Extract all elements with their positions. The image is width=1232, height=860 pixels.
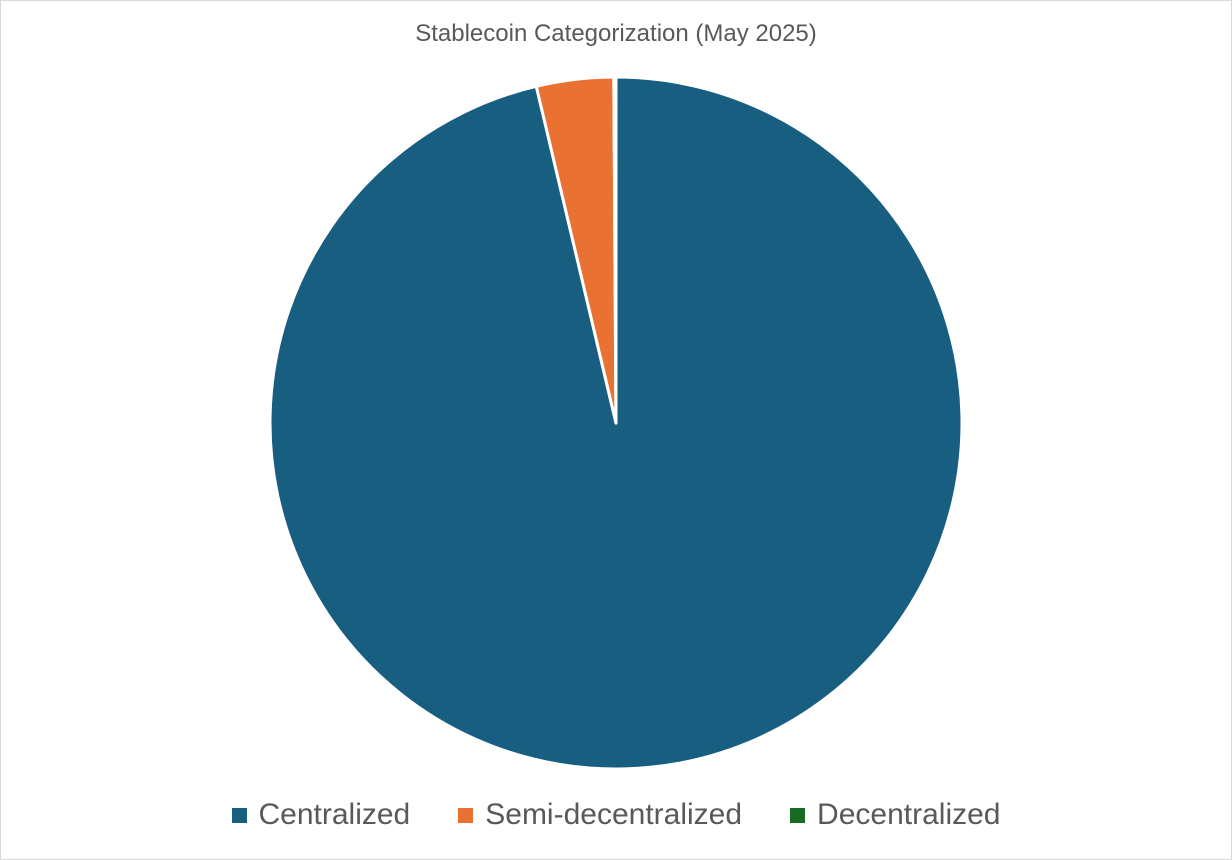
legend-label-decentralized: Decentralized xyxy=(817,798,1001,831)
legend-swatch-decentralized xyxy=(790,807,806,823)
chart-title: Stablecoin Categorization (May 2025) xyxy=(415,20,817,47)
legend: Centralized Semi-decentralized Decentral… xyxy=(0,798,1232,832)
pie-slices xyxy=(268,75,964,771)
legend-swatch-centralized xyxy=(231,807,247,823)
pie-slice-decentralized xyxy=(612,75,618,425)
legend-item-decentralized: Decentralized xyxy=(790,798,1000,832)
legend-label-semi-decentralized: Semi-decentralized xyxy=(485,798,743,831)
legend-item-centralized: Centralized xyxy=(231,798,411,832)
legend-swatch-semi-decentralized xyxy=(458,807,474,823)
legend-item-semi-decentralized: Semi-decentralized xyxy=(458,798,742,832)
legend-label-centralized: Centralized xyxy=(258,798,411,831)
